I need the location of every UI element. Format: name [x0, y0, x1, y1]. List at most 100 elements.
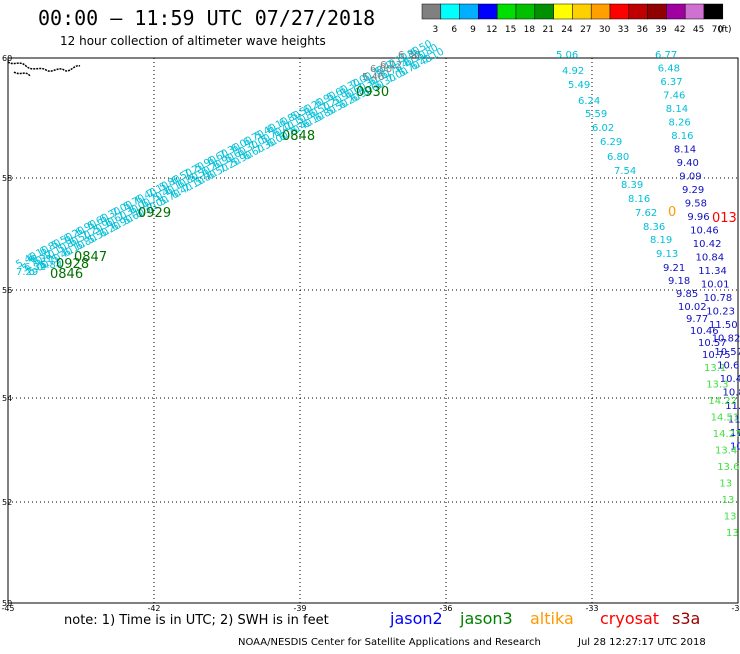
swh-value: 10.57 [698, 338, 727, 349]
swh-value: 9.77 [686, 314, 708, 325]
altika-pass-label: 0 [668, 205, 676, 220]
plot-frame [8, 58, 738, 603]
swh-value: 14.22 [708, 396, 737, 407]
colorbar-swatch [666, 4, 685, 19]
swh-value: 7.62 [635, 208, 657, 219]
latitude-label: 58 [2, 174, 12, 183]
swh-value: 11.34 [698, 266, 727, 277]
colorbar-swatch [497, 4, 516, 19]
colorbar-unit: (ft) [718, 25, 732, 35]
colorbar-label: 9 [470, 25, 476, 35]
coastline [8, 62, 80, 76]
colorbar-label: 15 [505, 25, 516, 35]
swh-value: 8.14 [674, 145, 696, 156]
colorbar-swatch [422, 4, 441, 19]
swh-value: 9.58 [685, 199, 707, 210]
colorbar-label: 27 [580, 25, 591, 35]
swh-value: 6.37 [660, 77, 682, 88]
pass-time-label: 0846 [50, 267, 83, 282]
swh-value: 10.75 [702, 350, 731, 361]
swh-value: 10.78 [704, 293, 733, 304]
swh-value: 10.46 [690, 226, 719, 237]
swh-value: 13.6 [717, 462, 739, 473]
page-subtitle: 12 hour collection of altimeter wave hei… [60, 34, 326, 48]
swh-value: 6.77 [655, 50, 677, 61]
swh-value: 6.02 [592, 123, 614, 134]
colorbar-swatch [535, 4, 554, 19]
swh-value: 10.84 [696, 253, 725, 264]
footer-timestamp: Jul 28 12:27:17 UTC 2018 [577, 637, 706, 648]
swh-value: 6.29 [600, 137, 622, 148]
swh-value: 6.24 [578, 96, 600, 107]
swh-value: 6.48 [658, 64, 680, 75]
swh-value: 10.46 [690, 326, 719, 337]
pass-time-label: 0929 [138, 206, 171, 221]
swh-value: 9.18 [668, 276, 690, 287]
colorbar-label: 6 [451, 25, 457, 35]
colorbar-swatch [554, 4, 573, 19]
swh-value: 5.46 [362, 72, 384, 83]
colorbar-label: 42 [674, 25, 685, 35]
swh-value: 5.59 [585, 109, 607, 120]
swh-value: 6.80 [607, 152, 629, 163]
longitude-label: -33 [585, 604, 598, 613]
swh-value: 8.19 [650, 235, 672, 246]
colorbar-swatch [685, 4, 704, 19]
swh-value: 8.16 [628, 194, 650, 205]
colorbar-swatch [704, 4, 723, 19]
swh-value: 10.01 [701, 280, 730, 291]
colorbar-label: 24 [561, 25, 573, 35]
longitude-label: -30 [731, 604, 740, 613]
swh-value: 14.51 [711, 413, 740, 424]
colorbar-label: 30 [599, 25, 611, 35]
colorbar-label: 45 [693, 25, 704, 35]
legend-jason3: jason3 [459, 609, 513, 628]
colorbar-swatch [478, 4, 497, 19]
swh-value: 9.13 [656, 249, 678, 260]
swh-value: 4.92 [562, 66, 584, 77]
page-title: 00:00 – 11:59 UTC 07/27/2018 [38, 6, 375, 30]
east-satellite-track: 5.064.925.496.245.596.026.296.807.548.39… [556, 50, 740, 539]
swh-value: 9.21 [663, 263, 685, 274]
cryosat-pass-label: 013 [712, 211, 737, 226]
latitude-label: 52 [2, 498, 12, 507]
latitude-label: 60 [2, 54, 12, 63]
colorbar-label: 12 [486, 25, 497, 35]
swh-value: 8.39 [621, 180, 643, 191]
swh-value: 8.16 [671, 131, 693, 142]
pass-time-label: 0848 [282, 129, 315, 144]
swh-value: 9.09 [679, 172, 701, 183]
colorbar-label: 39 [655, 25, 667, 35]
swh-value: 5.49 [568, 80, 590, 91]
swh-value: 7.46 [663, 91, 685, 102]
footer-note: note: 1) Time is in UTC; 2) SWH is in fe… [64, 613, 329, 628]
colorbar-label: 21 [542, 25, 553, 35]
swh-value: 13.1 [704, 363, 726, 374]
pass-time-label: 0930 [356, 85, 389, 100]
legend-cryosat: cryosat [600, 609, 659, 628]
swh-value: 13 [724, 512, 737, 523]
footer-credit: NOAA/NESDIS Center for Satellite Applica… [238, 637, 541, 648]
lat-lon-grid [8, 58, 738, 603]
swh-value: 7.29 [16, 267, 38, 278]
legend-altika: altika [530, 609, 574, 628]
swh-value: 13.4 [715, 446, 737, 457]
longitude-label: -45 [1, 604, 14, 613]
swh-value: 8.26 [669, 118, 691, 129]
colorbar-label: 33 [618, 25, 629, 35]
swh-value: 10.02 [678, 302, 707, 313]
latitude-label: 54 [2, 394, 12, 403]
swh-value: 13 [722, 495, 735, 506]
swh-value: 14.27 [713, 429, 740, 440]
longitude-label: -39 [293, 604, 306, 613]
swh-value: 9.29 [682, 185, 704, 196]
swh-value: 5.06 [556, 50, 578, 61]
swh-value: 10.23 [706, 307, 735, 318]
swh-value: 8.14 [666, 104, 688, 115]
swh-value: 9.96 [687, 212, 709, 223]
